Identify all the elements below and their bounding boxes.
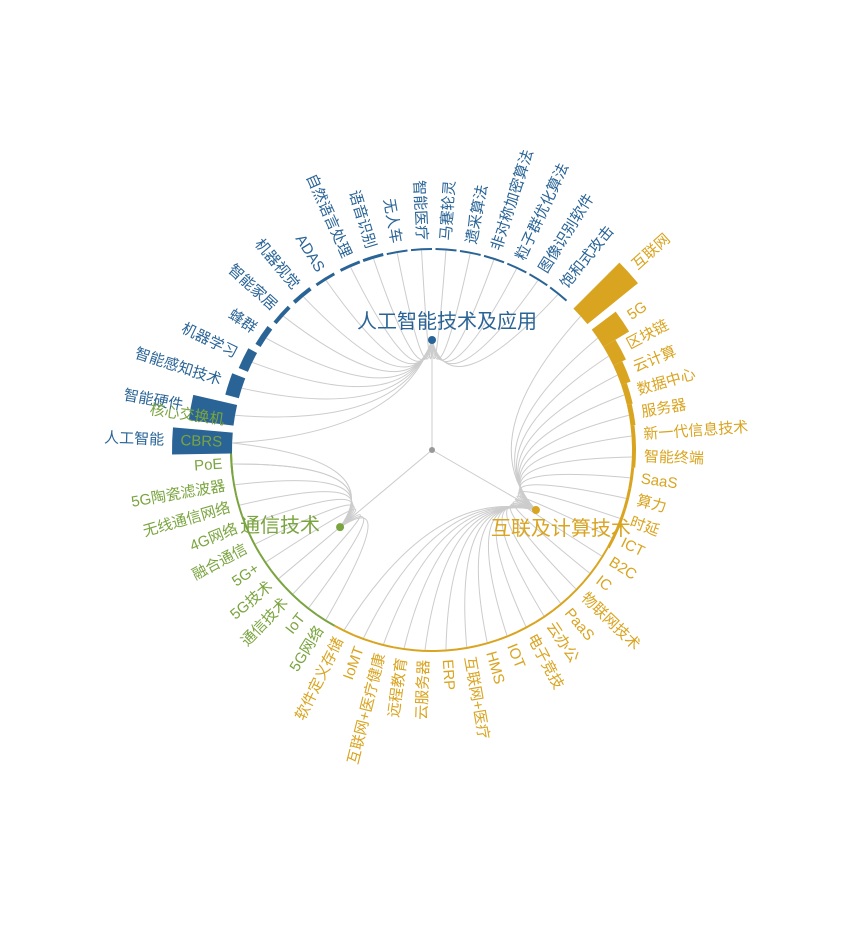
root-node bbox=[429, 447, 435, 453]
item-label: PoE bbox=[194, 456, 223, 475]
item-label: 人工智能 bbox=[104, 429, 165, 449]
item-label: CBRS bbox=[180, 432, 222, 450]
category-label-internet: 互联及计算技术 bbox=[491, 517, 631, 540]
item-label: 智能医疗 bbox=[410, 180, 431, 241]
category-node-internet bbox=[532, 506, 540, 514]
item-label: 智能终端 bbox=[644, 447, 705, 467]
category-node-comm bbox=[336, 523, 344, 531]
item-label: ERP bbox=[439, 659, 458, 691]
category-label-comm: 通信技术 bbox=[240, 514, 320, 537]
item-label: 云服务器 bbox=[414, 660, 433, 721]
category-node-ai bbox=[428, 336, 436, 344]
radial-tree-chart: 人工智能智能硬件智能感知技术机器学习蜂群智能家居机器视觉ADAS自然语言处理语音… bbox=[0, 0, 865, 927]
category-label-ai: 人工智能技术及应用 bbox=[357, 310, 537, 333]
